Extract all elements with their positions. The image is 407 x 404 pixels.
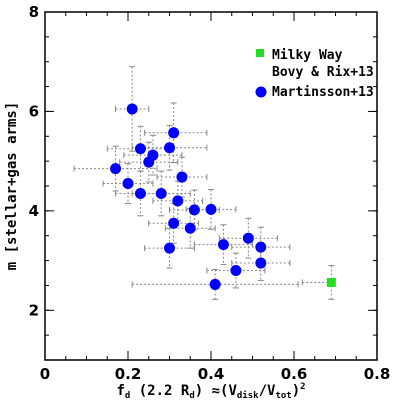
data-points <box>110 103 336 290</box>
x-label-slash: /V <box>259 383 276 399</box>
legend: Milky Way Bovy & Rix+13 Martinsson+13 <box>255 48 374 100</box>
martinsson-point <box>164 242 175 254</box>
y-tick-label: 6 <box>29 102 39 120</box>
martinsson-point <box>184 222 196 234</box>
martinsson-point <box>242 232 254 244</box>
martinsson-point <box>155 187 167 199</box>
tick-labels: 0 0.2 0.4 0.6 0.8 2 4 6 8 <box>29 3 391 383</box>
x-label-v1-sub: disk <box>237 390 259 401</box>
legend-marker-milky-way <box>256 49 264 57</box>
x-label-prefix-sub: d <box>125 391 130 401</box>
y-axis-label: m [stellar+gas arms] <box>4 102 20 271</box>
x-tick-label: 0 <box>40 365 50 383</box>
x-tick-label: 0.8 <box>364 365 391 383</box>
y-tick-label: 2 <box>29 301 39 319</box>
milky-way-point <box>326 277 336 287</box>
legend-marker-martinsson <box>255 86 267 98</box>
legend-label-milky-way-ref: Bovy & Rix+13 <box>272 65 374 80</box>
martinsson-point <box>230 265 242 277</box>
x-tick-label: 0.4 <box>198 365 225 383</box>
x-axis-label: fd (2.2 Rd) ≈(Vdisk/Vtot)2 <box>116 382 305 401</box>
martinsson-point <box>134 187 146 199</box>
axis-ticks <box>44 11 378 361</box>
martinsson-point <box>168 127 180 139</box>
legend-label-milky-way: Milky Way <box>272 48 343 63</box>
x-label-v2-sub: tot <box>275 391 291 401</box>
error-bars <box>73 66 335 300</box>
x-label-mid-end: ) ≈(V <box>195 383 238 399</box>
martinsson-point <box>110 163 122 175</box>
martinsson-point <box>134 143 146 155</box>
y-tick-label: 4 <box>29 202 39 220</box>
x-label-end: ) <box>292 383 300 399</box>
martinsson-point <box>255 241 267 253</box>
martinsson-point <box>217 239 229 251</box>
legend-label-martinsson: Martinsson+13 <box>272 85 374 100</box>
martinsson-point <box>205 203 217 215</box>
x-label-mid: (2.2 R <box>130 383 190 399</box>
martinsson-point <box>168 217 180 229</box>
martinsson-point <box>164 142 175 154</box>
x-label-mid-sub: d <box>189 391 194 401</box>
martinsson-point <box>122 178 134 190</box>
x-tick-label: 0.6 <box>281 365 308 383</box>
martinsson-point <box>143 156 155 168</box>
martinsson-point <box>255 257 267 269</box>
x-label-prefix: f <box>116 383 124 399</box>
x-label-end-sup: 2 <box>300 382 305 392</box>
martinsson-point <box>176 171 188 183</box>
x-tick-label: 0.2 <box>115 365 142 383</box>
martinsson-point <box>209 278 221 290</box>
martinsson-point <box>126 103 138 115</box>
martinsson-point <box>188 204 200 216</box>
martinsson-point <box>172 195 184 207</box>
y-tick-label: 8 <box>29 3 39 21</box>
